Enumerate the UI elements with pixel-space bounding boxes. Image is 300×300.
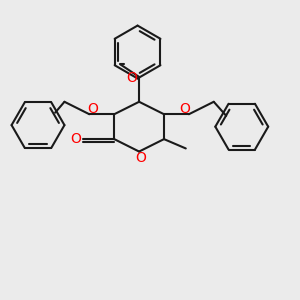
Text: O: O	[88, 102, 98, 116]
Text: O: O	[70, 132, 81, 146]
Text: O: O	[126, 71, 137, 85]
Text: O: O	[180, 102, 190, 116]
Text: O: O	[135, 152, 146, 165]
